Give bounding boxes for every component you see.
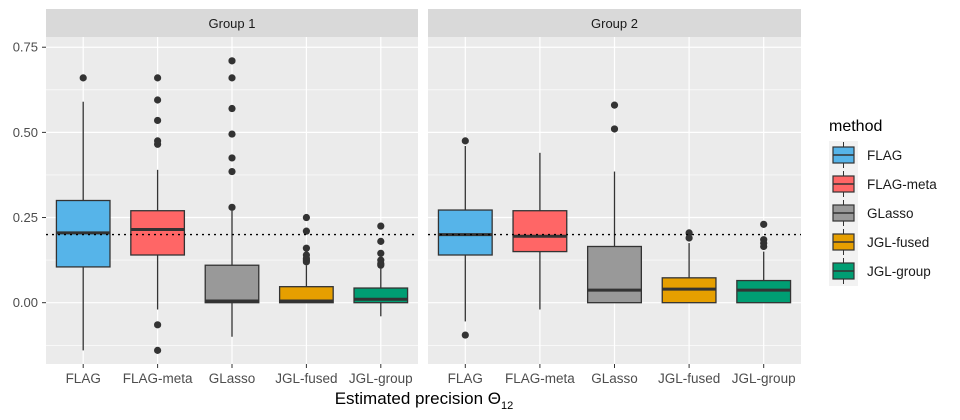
- legend-label: GLasso: [867, 206, 914, 221]
- outlier-point: [228, 130, 236, 138]
- outlier-point: [760, 220, 768, 228]
- outlier-point: [302, 244, 310, 252]
- x-tick-label: GLasso: [209, 371, 256, 386]
- legend-label: JGL-fused: [867, 235, 929, 250]
- y-tick-label: 0.25: [13, 210, 38, 225]
- outlier-point: [228, 203, 236, 211]
- box-body: [736, 279, 792, 304]
- facet-strip: [428, 9, 801, 37]
- outlier-point: [79, 74, 87, 82]
- outlier-point: [228, 167, 236, 176]
- legend-label: JGL-group: [867, 264, 931, 279]
- outlier-point: [302, 213, 310, 222]
- facet-strip-title: Group 2: [591, 16, 638, 31]
- legend: method FLAG FLAG-meta GLasso JGL-fused JGL-g…: [829, 118, 937, 286]
- legend-label: FLAG-meta: [867, 177, 937, 192]
- box-jgl-group: [353, 222, 409, 317]
- box-jgl-group: [736, 220, 792, 304]
- x-axis-title-group: Estimated precision Θ12: [335, 389, 514, 412]
- outlier-point: [154, 116, 162, 125]
- outlier-point: [302, 258, 310, 266]
- outlier-point: [377, 222, 385, 230]
- legend-label: FLAG: [867, 148, 902, 163]
- x-tick-label: JGL-group: [349, 371, 413, 386]
- box-flag-meta: [130, 74, 186, 354]
- outlier-point: [228, 154, 236, 162]
- x-tick-label: FLAG-meta: [123, 371, 193, 386]
- legend-title: method: [829, 118, 882, 135]
- box-flag: [55, 74, 111, 351]
- facet-strip: [46, 9, 418, 37]
- outlier-point: [377, 261, 385, 269]
- outlier-point: [760, 242, 768, 251]
- outlier-point: [154, 74, 162, 82]
- outlier-point: [154, 96, 162, 104]
- legend-key-jgl-group: JGL-group: [832, 258, 931, 284]
- panel-1: Group 1 FLAG FLAG-meta GLasso JGL-fused JGL-g…: [46, 9, 418, 386]
- x-tick-label: JGL-group: [732, 371, 796, 386]
- legend-key-flag: FLAG: [832, 142, 902, 168]
- box-body: [586, 245, 643, 304]
- outlier-point: [302, 227, 310, 235]
- x-tick-label: JGL-fused: [275, 371, 337, 386]
- x-tick-label: GLasso: [591, 371, 638, 386]
- y-tick-label: 0.75: [13, 40, 38, 55]
- outlier-point: [685, 234, 693, 242]
- x-tick-label: FLAG: [448, 371, 483, 386]
- x-axis-title: Estimated precision Θ12: [335, 389, 514, 412]
- outlier-point: [377, 237, 385, 245]
- legend-key-jgl-fused: JGL-fused: [832, 229, 929, 255]
- box-body: [512, 210, 568, 253]
- box-glasso: [586, 101, 643, 304]
- x-tick-label: FLAG: [66, 371, 101, 386]
- legend-key-flag-meta: FLAG-meta: [832, 171, 937, 197]
- box-glasso: [204, 57, 260, 337]
- outlier-point: [228, 104, 236, 113]
- outlier-point: [377, 249, 385, 257]
- outlier-point: [228, 57, 236, 65]
- outlier-point: [461, 331, 469, 339]
- outlier-point: [228, 74, 236, 82]
- facet-strip-title: Group 1: [209, 16, 256, 31]
- box-body: [130, 210, 186, 256]
- outlier-point: [461, 137, 469, 145]
- panel-2: Group 2 FLAG FLAG-meta GLasso JGL-fused JGL-g…: [428, 9, 801, 386]
- box-body: [278, 286, 334, 304]
- outlier-point: [610, 125, 619, 133]
- x-tick-label: FLAG-meta: [505, 371, 575, 386]
- y-tick-label: 0.00: [13, 295, 38, 310]
- x-tick-label: JGL-fused: [658, 371, 720, 386]
- box-flag-meta: [512, 152, 568, 310]
- box-body: [204, 264, 260, 304]
- box-jgl-fused: [278, 213, 334, 304]
- outlier-point: [154, 321, 162, 329]
- box-jgl-fused: [661, 229, 717, 304]
- box-body: [437, 209, 493, 256]
- legend-key-glasso: GLasso: [832, 200, 914, 226]
- y-axis: 0.00 0.25 0.50 0.75: [13, 40, 46, 310]
- outlier-point: [610, 101, 619, 109]
- y-tick-label: 0.50: [13, 125, 38, 140]
- outlier-point: [154, 346, 162, 354]
- outlier-point: [154, 140, 162, 148]
- facet-panels: Group 1 FLAG FLAG-meta GLasso JGL-fused JGL-g…: [46, 9, 801, 386]
